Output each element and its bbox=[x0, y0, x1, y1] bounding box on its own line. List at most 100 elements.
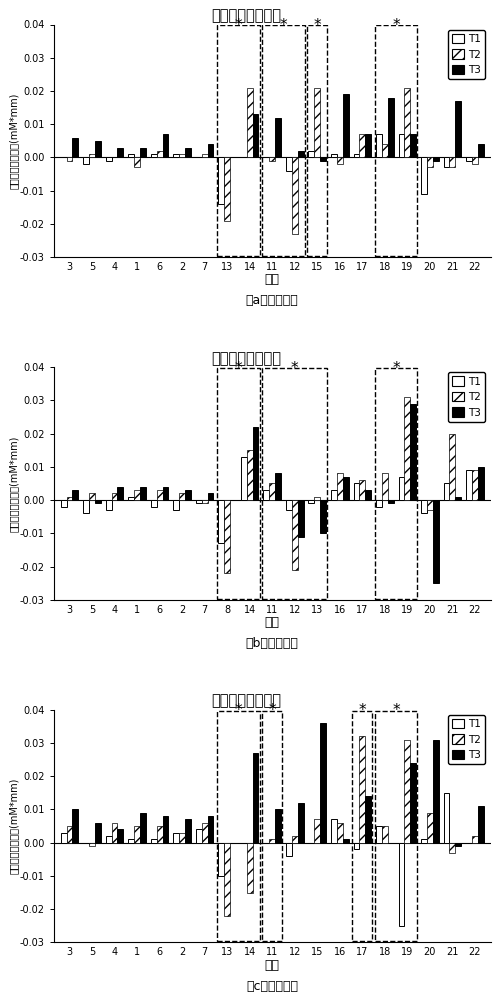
Bar bbox=[343, 477, 349, 500]
Bar bbox=[219, 843, 224, 876]
Bar bbox=[106, 500, 112, 510]
Bar bbox=[320, 500, 326, 533]
Bar bbox=[112, 493, 117, 500]
Title: 高速运动重点通道: 高速运动重点通道 bbox=[211, 694, 281, 709]
Bar bbox=[66, 497, 72, 500]
Bar bbox=[95, 500, 101, 503]
Bar bbox=[286, 843, 292, 856]
Bar bbox=[376, 826, 382, 843]
Bar bbox=[337, 823, 343, 843]
Bar bbox=[382, 144, 388, 157]
Bar bbox=[292, 157, 298, 234]
Legend: T1, T2, T3: T1, T2, T3 bbox=[448, 715, 486, 764]
Bar bbox=[95, 823, 101, 843]
Bar bbox=[275, 118, 281, 157]
Text: （a）低速状态: （a）低速状态 bbox=[246, 294, 298, 307]
Y-axis label: 合氧与脱氧的差值(mM*mm): 合氧与脱氧的差值(mM*mm) bbox=[8, 778, 18, 874]
Bar bbox=[343, 94, 349, 157]
Bar bbox=[450, 157, 455, 167]
Bar bbox=[269, 483, 275, 500]
Bar bbox=[66, 157, 72, 161]
Text: （c）高速状态: （c）高速状态 bbox=[246, 980, 298, 993]
Bar bbox=[331, 490, 337, 500]
Bar bbox=[343, 839, 349, 843]
Bar bbox=[89, 154, 95, 157]
Bar bbox=[224, 500, 230, 573]
Bar bbox=[421, 839, 427, 843]
Bar bbox=[382, 826, 388, 843]
Bar bbox=[353, 483, 359, 500]
Bar bbox=[399, 477, 404, 500]
Bar bbox=[219, 157, 224, 204]
Bar bbox=[275, 809, 281, 843]
Bar bbox=[83, 500, 89, 513]
Bar bbox=[179, 833, 185, 843]
Bar bbox=[140, 487, 146, 500]
Bar bbox=[163, 487, 168, 500]
Bar bbox=[134, 157, 140, 167]
Bar bbox=[134, 826, 140, 843]
Bar bbox=[247, 450, 252, 500]
Text: *: * bbox=[235, 361, 242, 376]
Bar bbox=[202, 823, 208, 843]
Text: （b）中速状态: （b）中速状态 bbox=[246, 637, 298, 650]
Bar bbox=[388, 98, 394, 157]
Bar bbox=[376, 134, 382, 157]
Bar bbox=[376, 500, 382, 507]
Bar bbox=[444, 157, 450, 167]
Bar bbox=[427, 813, 433, 843]
Bar bbox=[359, 134, 365, 157]
Legend: T1, T2, T3: T1, T2, T3 bbox=[448, 372, 486, 422]
Bar bbox=[112, 823, 117, 843]
Bar bbox=[365, 490, 371, 500]
Bar bbox=[298, 803, 303, 843]
Bar bbox=[196, 500, 202, 503]
Bar bbox=[472, 157, 478, 164]
Bar bbox=[466, 470, 472, 500]
Bar bbox=[157, 151, 163, 157]
Bar bbox=[140, 148, 146, 157]
Bar bbox=[404, 397, 410, 500]
Bar bbox=[444, 793, 450, 843]
Bar bbox=[89, 493, 95, 500]
Bar bbox=[66, 826, 72, 843]
Bar bbox=[106, 157, 112, 161]
Bar bbox=[163, 816, 168, 843]
Bar bbox=[208, 816, 214, 843]
Bar bbox=[224, 157, 230, 221]
Bar bbox=[269, 839, 275, 843]
Bar bbox=[95, 141, 101, 157]
Bar bbox=[450, 434, 455, 500]
Bar bbox=[427, 500, 433, 510]
Bar bbox=[331, 819, 337, 843]
Bar bbox=[421, 500, 427, 513]
X-axis label: 通道: 通道 bbox=[264, 959, 280, 972]
Bar bbox=[331, 154, 337, 157]
Bar bbox=[286, 500, 292, 510]
Bar bbox=[450, 843, 455, 853]
Bar bbox=[173, 833, 179, 843]
X-axis label: 通道: 通道 bbox=[264, 273, 280, 286]
Bar bbox=[404, 740, 410, 843]
Bar bbox=[359, 480, 365, 500]
Bar bbox=[151, 839, 157, 843]
Text: *: * bbox=[313, 18, 321, 33]
Bar bbox=[117, 148, 123, 157]
Title: 中速运动重点通道: 中速运动重点通道 bbox=[211, 351, 281, 366]
Bar bbox=[263, 490, 269, 500]
Bar bbox=[410, 134, 416, 157]
Bar bbox=[140, 813, 146, 843]
Bar bbox=[410, 404, 416, 500]
Bar bbox=[478, 467, 484, 500]
Bar bbox=[173, 500, 179, 510]
Bar bbox=[247, 843, 252, 893]
Bar bbox=[427, 157, 433, 167]
Text: *: * bbox=[392, 18, 400, 33]
Bar bbox=[286, 157, 292, 171]
X-axis label: 通道: 通道 bbox=[264, 616, 280, 629]
Bar bbox=[151, 154, 157, 157]
Legend: T1, T2, T3: T1, T2, T3 bbox=[448, 30, 486, 79]
Bar bbox=[151, 500, 157, 507]
Text: *: * bbox=[291, 361, 298, 376]
Bar bbox=[433, 157, 439, 161]
